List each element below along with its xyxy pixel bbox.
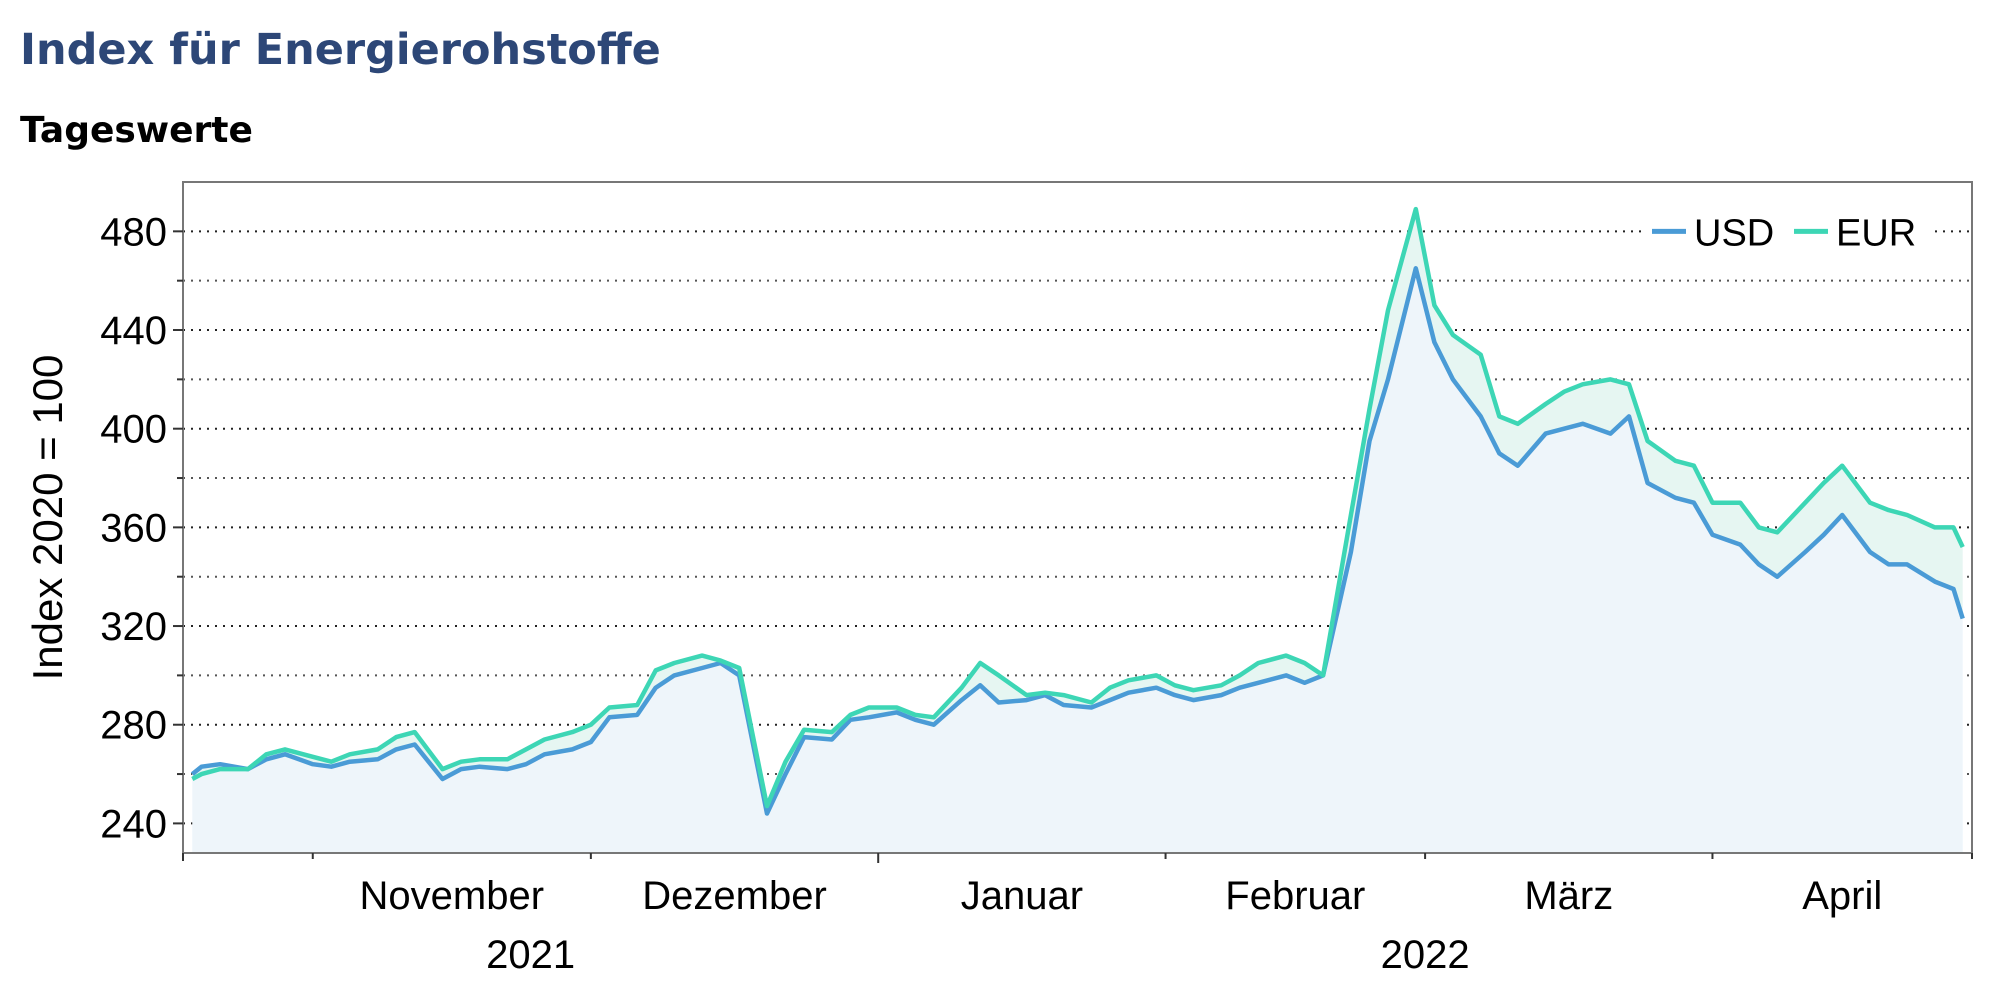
legend-label-eur: EUR <box>1836 212 1916 254</box>
y-tick-label: 440 <box>100 309 167 353</box>
x-month-label: April <box>1802 874 1882 918</box>
y-tick-label: 240 <box>100 802 167 846</box>
y-axis: 240 280 320 360 400 440 480 <box>100 210 183 846</box>
x-month-label: Dezember <box>642 874 827 918</box>
x-axis: November Dezember Januar Februar März April 20… <box>182 853 1973 977</box>
usd-area <box>192 268 1963 853</box>
y-tick-label: 480 <box>100 210 167 254</box>
chart-subtitle: Tageswerte <box>20 110 253 151</box>
y-axis-label: Index 2020 = 100 <box>24 355 71 681</box>
legend-label-usd: USD <box>1694 212 1774 254</box>
y-tick-label: 360 <box>100 506 167 550</box>
area-fill <box>192 209 1963 853</box>
x-month-label: Februar <box>1225 874 1365 918</box>
x-year-label: 2022 <box>1381 933 1470 977</box>
x-year-label: 2021 <box>486 933 575 977</box>
series-line-usd <box>190 266 1965 816</box>
x-month-label: März <box>1524 874 1613 918</box>
x-month-label: November <box>360 874 545 918</box>
y-tick-label: 280 <box>100 704 167 748</box>
series-lines <box>190 206 1965 816</box>
plot-frame <box>182 181 1973 854</box>
chart-title: Index für Energierohstoffe <box>20 25 661 75</box>
legend: USD EUR <box>1642 205 1930 258</box>
series-line-eur <box>191 206 1965 809</box>
y-tick-label: 320 <box>100 605 167 649</box>
x-month-label: Januar <box>961 874 1083 918</box>
y-tick-label: 400 <box>100 408 167 452</box>
